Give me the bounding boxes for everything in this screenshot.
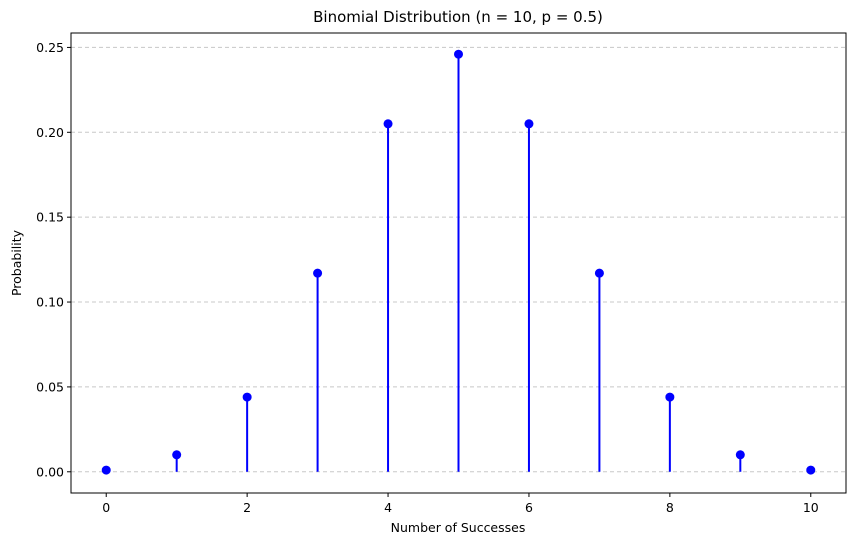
stem-marker bbox=[101, 465, 111, 475]
stem-marker bbox=[594, 268, 604, 278]
y-tick-label: 0.20 bbox=[36, 125, 64, 140]
x-tick-label: 8 bbox=[666, 500, 674, 515]
stem-marker bbox=[313, 268, 323, 278]
x-tick-label: 2 bbox=[243, 500, 251, 515]
stem-marker bbox=[172, 450, 182, 460]
y-axis-label: Probability bbox=[9, 229, 24, 296]
y-tick-label: 0.00 bbox=[36, 464, 64, 479]
stem-marker bbox=[665, 392, 675, 402]
markers bbox=[101, 49, 816, 475]
stems bbox=[105, 54, 812, 472]
x-axis-ticks: 0 2 4 6 8 10 bbox=[102, 493, 819, 515]
x-tick-label: 0 bbox=[102, 500, 110, 515]
chart-title: Binomial Distribution (n = 10, p = 0.5) bbox=[313, 8, 603, 26]
plot-frame bbox=[70, 32, 847, 494]
stem-marker bbox=[383, 119, 393, 129]
stem-marker bbox=[524, 119, 534, 129]
y-tick-label: 0.10 bbox=[36, 295, 64, 310]
stem-marker bbox=[735, 450, 745, 460]
x-tick-label: 4 bbox=[384, 500, 392, 515]
y-tick-label: 0.15 bbox=[36, 210, 64, 225]
x-axis-label: Number of Successes bbox=[391, 520, 526, 535]
stem-marker bbox=[454, 49, 463, 59]
y-tick-label: 0.05 bbox=[36, 379, 64, 394]
stem-marker bbox=[242, 392, 252, 402]
stem-marker bbox=[806, 465, 816, 475]
y-tick-label: 0.25 bbox=[36, 40, 64, 55]
x-tick-label: 6 bbox=[525, 500, 533, 515]
x-tick-label: 10 bbox=[803, 500, 819, 515]
y-axis-ticks: 0.00 0.05 0.10 0.15 0.20 0.25 bbox=[36, 40, 71, 479]
